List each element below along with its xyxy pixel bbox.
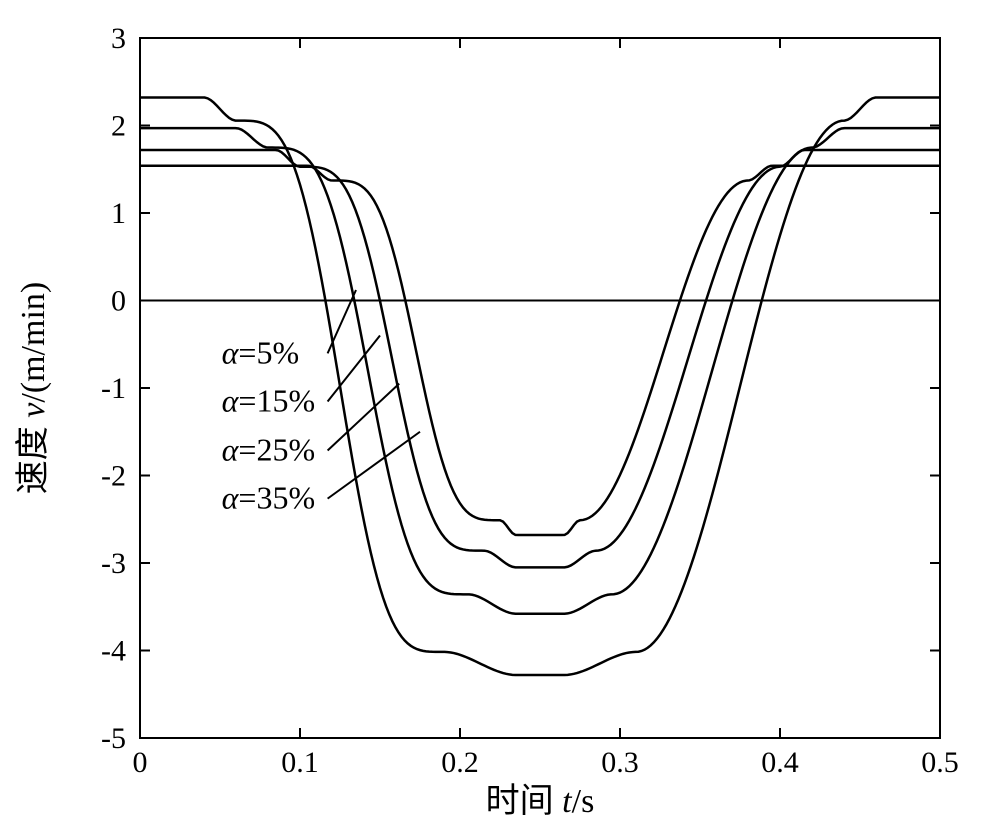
annotation-label: α=5% xyxy=(222,334,300,370)
y-axis-label: 速度 v/(m/min) xyxy=(14,282,52,494)
annotation-leader xyxy=(328,432,420,499)
annotation-label: α=15% xyxy=(222,383,316,419)
velocity-chart: 0 0.1 0.2 0.3 0.4 0.5 -5 -4 -3 -2 -1 0 1 2 3 时间 t/s 速度 v… xyxy=(0,0,988,838)
annotation-leader xyxy=(328,384,400,451)
y-tick-label: 1 xyxy=(111,197,126,230)
x-tick-label: 0.2 xyxy=(441,746,479,779)
y-tick-label: -5 xyxy=(101,722,126,755)
annotation-label: α=25% xyxy=(222,432,316,468)
x-tick-label: 0.1 xyxy=(281,746,319,779)
y-tick-label: -1 xyxy=(101,372,126,405)
y-tick-label: 3 xyxy=(111,22,126,55)
y-tick-label: -3 xyxy=(101,547,126,580)
x-axis-label: 时间 t/s xyxy=(486,783,595,820)
y-tick-label: 2 xyxy=(111,110,126,143)
x-tick-label: 0.5 xyxy=(921,746,959,779)
series-alpha15 xyxy=(140,128,940,614)
x-tick-label: 0 xyxy=(133,746,148,779)
y-tick-label: -2 xyxy=(101,460,126,493)
y-tick-label: -4 xyxy=(101,635,126,668)
y-tick-label: 0 xyxy=(111,285,126,318)
annotation-label: α=35% xyxy=(222,480,316,516)
x-tick-label: 0.3 xyxy=(601,746,639,779)
x-tick-label: 0.4 xyxy=(761,746,799,779)
